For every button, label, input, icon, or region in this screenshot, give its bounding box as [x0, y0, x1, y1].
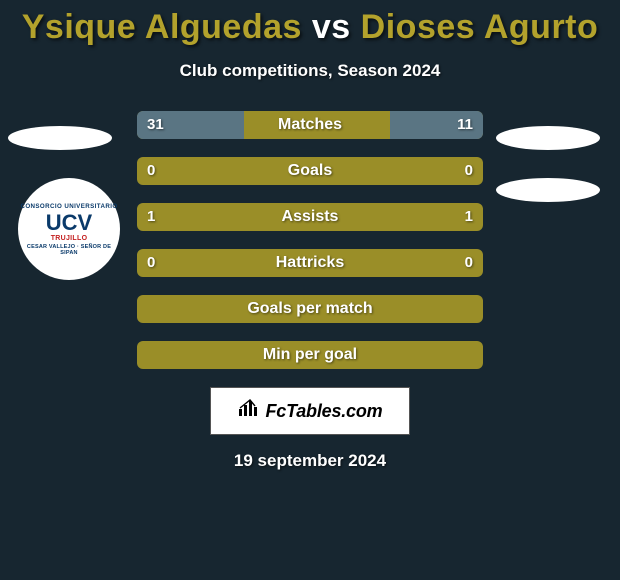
stat-row: Min per goal — [137, 341, 483, 369]
brand-box: FcTables.com — [210, 387, 410, 435]
title-separator: vs — [312, 8, 351, 46]
stat-label: Goals — [137, 157, 483, 185]
stat-row: 11Assists — [137, 203, 483, 231]
page-title: Ysique Alguedas vs Dioses Agurto — [0, 0, 620, 47]
stat-row: 00Hattricks — [137, 249, 483, 277]
stat-label: Min per goal — [137, 341, 483, 369]
player-left-name: Ysique Alguedas — [22, 8, 302, 46]
stat-label: Matches — [137, 111, 483, 139]
player-right-name: Dioses Agurto — [361, 8, 599, 46]
stat-row: Goals per match — [137, 295, 483, 323]
stat-row: 3111Matches — [137, 111, 483, 139]
comparison-bars: 3111Matches 00Goals 11Assists 00Hattricks Go… — [137, 111, 483, 369]
date-footer: 19 september 2024 — [0, 451, 620, 471]
subtitle: Club competitions, Season 2024 — [0, 61, 620, 81]
stat-row: 00Goals — [137, 157, 483, 185]
stat-label: Assists — [137, 203, 483, 231]
brand-text: FcTables.com — [266, 401, 383, 422]
stat-label: Hattricks — [137, 249, 483, 277]
brand-chart-icon — [238, 399, 260, 423]
stat-label: Goals per match — [137, 295, 483, 323]
